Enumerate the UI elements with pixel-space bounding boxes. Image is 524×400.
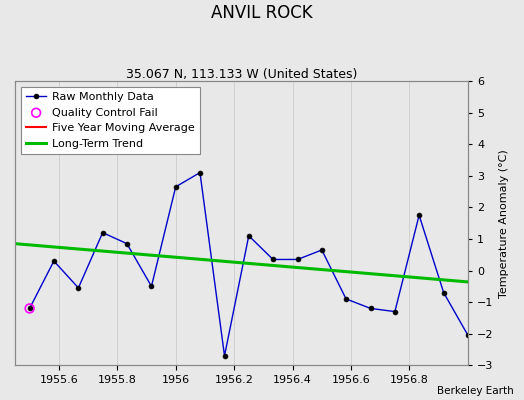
Raw Monthly Data <box>343 296 349 301</box>
Raw Monthly Data <box>51 259 57 264</box>
Raw Monthly Data <box>197 170 203 175</box>
Title: 35.067 N, 113.133 W (United States): 35.067 N, 113.133 W (United States) <box>126 68 357 81</box>
Text: Berkeley Earth: Berkeley Earth <box>437 386 514 396</box>
Raw Monthly Data <box>148 284 155 289</box>
Raw Monthly Data <box>441 290 447 295</box>
Quality Control Fail <box>26 305 34 312</box>
Raw Monthly Data <box>270 257 276 262</box>
Raw Monthly Data <box>392 309 398 314</box>
Raw Monthly Data <box>221 354 227 358</box>
Raw Monthly Data <box>172 184 179 189</box>
Y-axis label: Temperature Anomaly (°C): Temperature Anomaly (°C) <box>499 149 509 298</box>
Raw Monthly Data <box>75 286 82 290</box>
Raw Monthly Data <box>124 241 130 246</box>
Text: ANVIL ROCK: ANVIL ROCK <box>211 4 313 22</box>
Raw Monthly Data <box>246 233 252 238</box>
Raw Monthly Data <box>416 213 422 218</box>
Raw Monthly Data <box>100 230 106 235</box>
Legend: Raw Monthly Data, Quality Control Fail, Five Year Moving Average, Long-Term Tren: Raw Monthly Data, Quality Control Fail, … <box>20 86 200 154</box>
Raw Monthly Data <box>465 333 471 338</box>
Raw Monthly Data <box>367 306 374 311</box>
Raw Monthly Data <box>319 248 325 252</box>
Line: Raw Monthly Data: Raw Monthly Data <box>27 170 471 358</box>
Raw Monthly Data <box>294 257 301 262</box>
Raw Monthly Data <box>27 306 33 311</box>
